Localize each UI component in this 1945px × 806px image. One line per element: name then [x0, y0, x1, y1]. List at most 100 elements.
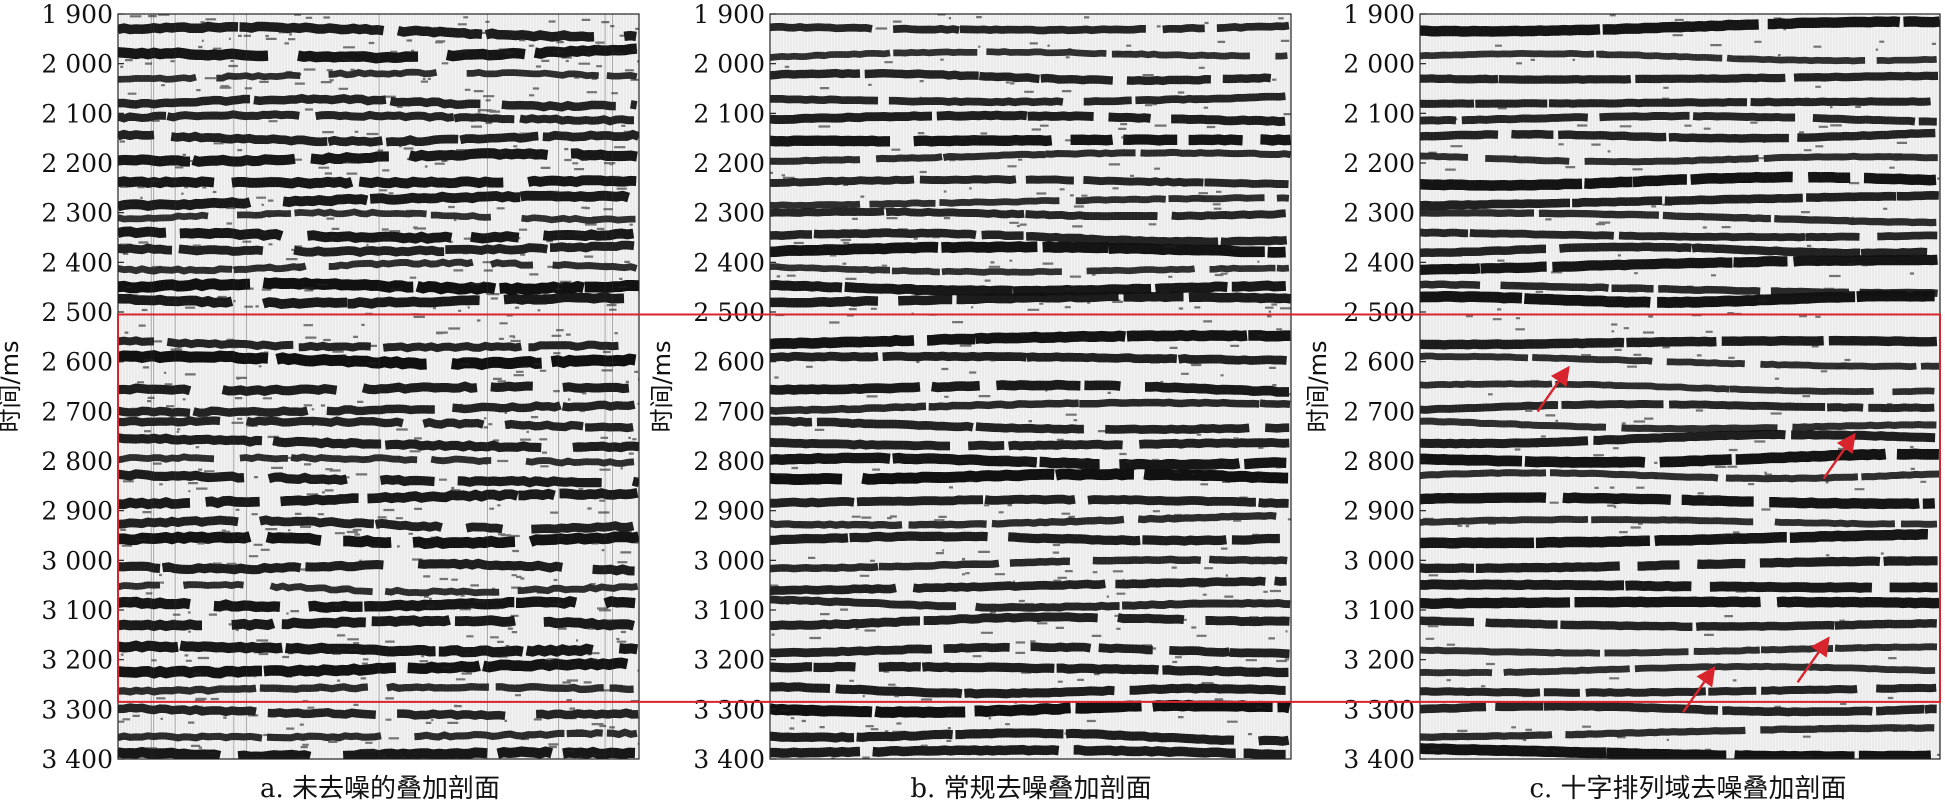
y-tick-label: 2 000	[693, 50, 765, 79]
reflector-event	[1420, 50, 1937, 65]
reflector-event	[118, 615, 635, 632]
reflector-event	[118, 21, 637, 42]
reflector-event	[1420, 152, 1938, 166]
annotation-arrow	[1796, 636, 1830, 683]
reflector-event	[1420, 616, 1938, 631]
reflector-event	[1420, 71, 1939, 84]
reflector-event	[118, 558, 635, 576]
reflector-event	[118, 453, 635, 467]
y-axis-title: 时间/ms	[0, 341, 24, 433]
reflector-event	[118, 531, 639, 550]
y-tick-label: 2 700	[1343, 397, 1415, 426]
highlight-box	[117, 313, 1941, 703]
y-tick-label: 2 800	[693, 447, 765, 476]
reflector-event	[1420, 254, 1938, 275]
reflector-event	[118, 68, 638, 83]
reflector-event	[118, 277, 639, 296]
reflector-event	[118, 240, 635, 257]
reflector-event	[1420, 701, 1937, 717]
reflector-event	[770, 228, 1288, 247]
reflector-event	[770, 291, 1291, 308]
reflector-event	[1420, 724, 1935, 742]
reflector-event	[118, 190, 631, 212]
noise-specks	[1423, 14, 1940, 759]
y-tick-label: 2 600	[693, 348, 765, 377]
noise-specks	[118, 14, 639, 759]
reflector-event	[770, 398, 1291, 415]
reflector-event	[1420, 528, 1929, 549]
y-tick-label: 2 200	[41, 149, 113, 178]
y-tick-label: 2 400	[41, 248, 113, 277]
reflector-event	[770, 494, 1289, 508]
caption-b: b. 常规去噪叠加剖面	[910, 774, 1151, 804]
panel-b-conventional-denoise: 1 900 2 000 2 100 2 200 2 300 2 400 2 500 2 600…	[648, 0, 1292, 774]
reflector-event	[118, 350, 637, 371]
reflector-event	[770, 452, 1287, 471]
y-tick-label: 2 900	[41, 497, 113, 526]
reflector-event	[1420, 16, 1940, 37]
reflector-event	[118, 640, 639, 658]
reflector-event	[1420, 492, 1936, 510]
reflector-event	[118, 657, 629, 679]
reflector-event	[770, 612, 1290, 631]
y-tick-label: 3 400	[41, 745, 113, 774]
reflector-event	[1420, 469, 1940, 483]
reflector-event	[1420, 208, 1937, 227]
y-tick-label: 3 400	[1343, 745, 1415, 774]
y-tick-label: 3 200	[693, 646, 765, 675]
reflector-event	[118, 416, 634, 433]
reflector-event	[770, 437, 1290, 451]
reflector-event	[118, 515, 635, 534]
y-tick-label: 2 100	[41, 99, 113, 128]
y-tick-label: 3 200	[41, 646, 113, 675]
reflector-event	[770, 68, 1272, 86]
y-tick-label: 3 100	[693, 596, 765, 625]
y-tick-label: 2 600	[1343, 348, 1415, 377]
reflector-event	[118, 400, 636, 418]
reflector-event	[770, 241, 1286, 258]
annotation-arrow	[1682, 666, 1716, 713]
caption-c: c. 十字排列域去噪叠加剖面	[1529, 774, 1846, 804]
reflector-event	[1420, 380, 1935, 396]
reflector-event	[118, 381, 630, 397]
y-tick-label: 2 700	[693, 397, 765, 426]
reflector-event	[770, 682, 1286, 699]
reflector-event	[1420, 448, 1939, 468]
reflector-event	[1420, 683, 1937, 697]
reflector-event	[770, 661, 1289, 678]
reflector-event	[770, 351, 1287, 365]
y-tick-label: 3 300	[1343, 695, 1415, 724]
y-tick-label: 2 700	[41, 397, 113, 426]
y-tick-label: 2 400	[1343, 248, 1415, 277]
reflector-event	[770, 92, 1286, 107]
reflector-event	[118, 226, 635, 244]
reflector-event	[770, 468, 1289, 486]
reflector-event	[770, 48, 1288, 61]
reflector-event	[770, 134, 1291, 147]
y-tick-label: 2 900	[693, 497, 765, 526]
reflector-event	[118, 595, 636, 613]
y-tick-label: 3 400	[693, 745, 765, 774]
reflector-event	[770, 555, 1288, 573]
reflector-event	[770, 207, 1287, 221]
y-tick-label: 2 500	[693, 298, 765, 327]
y-tick-label: 2 800	[1343, 447, 1415, 476]
y-tick-label: 3 000	[41, 546, 113, 575]
reflector-event	[1420, 662, 1936, 677]
reflector-event	[770, 531, 1280, 546]
reflector-event	[770, 744, 1286, 759]
section-frame	[769, 13, 1292, 760]
y-axis-title: 时间/ms	[648, 341, 676, 433]
reflector-event	[1420, 643, 1938, 657]
y-tick-label: 2 000	[41, 50, 113, 79]
reflector-event	[770, 175, 1289, 189]
reflector-event	[118, 148, 638, 167]
reflector-event	[770, 416, 1290, 435]
y-tick-label: 2 200	[1343, 149, 1415, 178]
reflector-event	[770, 642, 1290, 659]
y-tick-label: 2 600	[41, 348, 113, 377]
reflector-event	[770, 699, 1291, 718]
y-tick-label: 2 900	[1343, 497, 1415, 526]
reflector-event	[770, 21, 1290, 35]
